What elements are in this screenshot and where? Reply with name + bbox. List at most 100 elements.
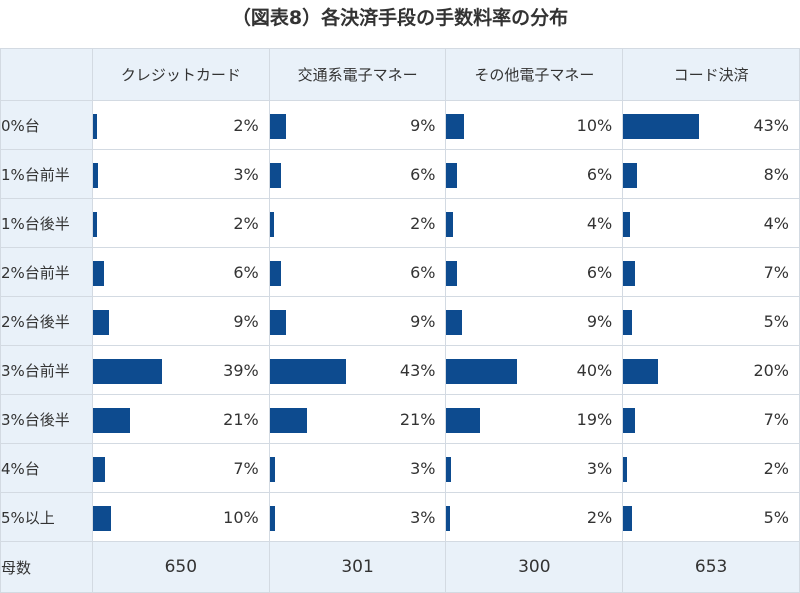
header-row: クレジットカード 交通系電子マネー その他電子マネー コード決済 [0, 48, 800, 101]
cell-transit-emoney: 2% [268, 198, 447, 248]
value-label: 6% [410, 263, 436, 282]
total-code-payment: 653 [622, 541, 800, 593]
value-label: 10% [576, 116, 613, 135]
value-label: 2% [410, 214, 436, 233]
cell-transit-emoney: 21% [268, 394, 447, 444]
value-label: 2% [233, 116, 259, 135]
column-header-credit-card: クレジットカード [91, 48, 270, 101]
table-row: 0%台 2% 9% 10% 43% [0, 100, 800, 150]
bar-other-emoney [446, 359, 518, 384]
value-label: 4% [586, 214, 613, 233]
total-other-emoney: 300 [445, 541, 624, 593]
cell-credit-card: 10% [91, 492, 270, 542]
value-label: 3% [410, 508, 436, 527]
cell-credit-card: 9% [91, 296, 270, 346]
bar-code-payment [623, 261, 636, 286]
row-label: 1%台後半 [0, 198, 93, 248]
fee-rate-table: クレジットカード 交通系電子マネー その他電子マネー コード決済 0%台 2% 9%… [0, 48, 800, 593]
total-credit-card: 650 [91, 541, 270, 593]
table-row: 1%台前半 3% 6% 6% 8% [0, 149, 800, 199]
corner-cell [0, 48, 93, 101]
bar-code-payment [623, 310, 633, 335]
row-label: 3%台前半 [0, 345, 93, 395]
value-label: 39% [223, 361, 259, 380]
value-label: 9% [586, 312, 613, 331]
bar-other-emoney [446, 506, 451, 531]
bar-credit-card [92, 212, 97, 237]
table-row: 4%台 7% 3% 3% 2% [0, 443, 800, 493]
row-label: 5%以上 [0, 492, 93, 542]
cell-code-payment: 5% [622, 296, 800, 346]
bar-code-payment [623, 114, 700, 139]
bar-credit-card [92, 163, 98, 188]
cell-credit-card: 39% [91, 345, 270, 395]
cell-other-emoney: 2% [445, 492, 624, 542]
cell-code-payment: 7% [622, 247, 800, 297]
cell-transit-emoney: 3% [268, 492, 447, 542]
bar-transit-emoney [269, 212, 274, 237]
cell-code-payment: 8% [622, 149, 800, 199]
bar-code-payment [623, 408, 636, 433]
cell-other-emoney: 4% [445, 198, 624, 248]
row-label: 1%台前半 [0, 149, 93, 199]
cell-credit-card: 2% [91, 100, 270, 150]
column-header-transit-emoney: 交通系電子マネー [268, 48, 447, 101]
total-transit-emoney: 301 [268, 541, 447, 593]
bar-transit-emoney [269, 408, 307, 433]
bar-transit-emoney [269, 310, 286, 335]
value-label: 20% [753, 361, 789, 380]
bar-other-emoney [446, 408, 481, 433]
cell-credit-card: 7% [91, 443, 270, 493]
table-row: 3%台前半 39% 43% 40% 20% [0, 345, 800, 395]
row-label: 2%台後半 [0, 296, 93, 346]
bar-other-emoney [446, 457, 452, 482]
row-label: 2%台前半 [0, 247, 93, 297]
bar-transit-emoney [269, 359, 346, 384]
bar-transit-emoney [269, 163, 281, 188]
row-label: 4%台 [0, 443, 93, 493]
bar-transit-emoney [269, 506, 275, 531]
table-row: 3%台後半 21% 21% 19% 7% [0, 394, 800, 444]
value-label: 19% [576, 410, 613, 429]
value-label: 43% [753, 116, 789, 135]
row-label: 3%台後半 [0, 394, 93, 444]
value-label: 2% [233, 214, 259, 233]
value-label: 2% [586, 508, 613, 527]
column-header-other-emoney: その他電子マネー [445, 48, 624, 101]
value-label: 9% [233, 312, 259, 331]
table-row: 1%台後半 2% 2% 4% 4% [0, 198, 800, 248]
cell-credit-card: 3% [91, 149, 270, 199]
cell-other-emoney: 6% [445, 149, 624, 199]
bar-transit-emoney [269, 457, 275, 482]
cell-credit-card: 21% [91, 394, 270, 444]
total-label: 母数 [0, 541, 93, 593]
value-label: 3% [586, 459, 613, 478]
cell-other-emoney: 6% [445, 247, 624, 297]
value-label: 2% [763, 459, 789, 478]
table-row: 5%以上 10% 3% 2% 5% [0, 492, 800, 542]
bar-credit-card [92, 408, 130, 433]
cell-code-payment: 43% [622, 100, 800, 150]
value-label: 21% [399, 410, 436, 429]
value-label: 43% [399, 361, 436, 380]
bar-credit-card [92, 506, 111, 531]
cell-code-payment: 7% [622, 394, 800, 444]
value-label: 7% [763, 263, 789, 282]
value-label: 3% [233, 165, 259, 184]
bar-other-emoney [446, 261, 458, 286]
bar-other-emoney [446, 310, 463, 335]
bar-code-payment [623, 163, 638, 188]
cell-transit-emoney: 3% [268, 443, 447, 493]
column-header-code-payment: コード決済 [622, 48, 800, 101]
cell-credit-card: 6% [91, 247, 270, 297]
cell-other-emoney: 3% [445, 443, 624, 493]
cell-transit-emoney: 9% [268, 100, 447, 150]
cell-credit-card: 2% [91, 198, 270, 248]
value-label: 21% [223, 410, 259, 429]
bar-credit-card [92, 114, 97, 139]
bar-credit-card [92, 457, 105, 482]
bar-code-payment [623, 359, 659, 384]
cell-transit-emoney: 6% [268, 149, 447, 199]
cell-code-payment: 5% [622, 492, 800, 542]
bar-code-payment [623, 212, 631, 237]
